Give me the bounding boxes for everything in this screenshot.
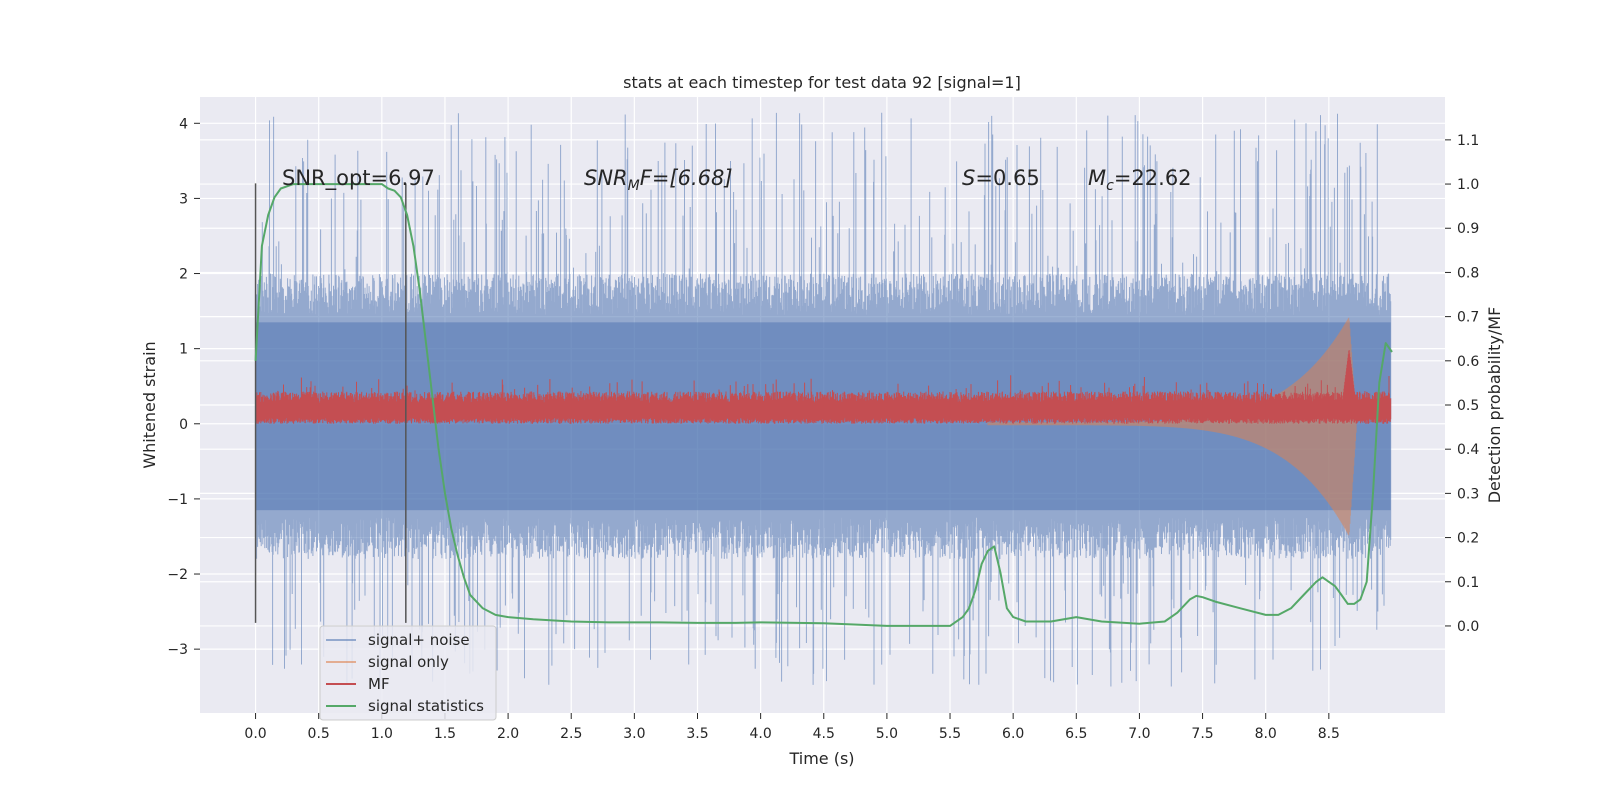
x-tick-label: 6.5	[1065, 726, 1087, 742]
x-tick-labels: 0.0 0.5 1.0 1.5 2.0 2.5 3.0 3.5 4.0 4.5 5.0 5.5 6.0 6…	[244, 713, 1340, 742]
y-tick-label-left: 1	[179, 342, 188, 358]
annotation-snr-mf: SNRMF=[6.68]	[584, 166, 733, 194]
x-axis-label: Time (s)	[788, 749, 854, 768]
x-tick-label: 4.5	[813, 726, 835, 742]
y-tick-label-left: −1	[167, 492, 188, 508]
y-tick-labels-right: 0.0 0.1 0.2 0.3 0.4 0.5 0.6 0.7 0.8 0.9 1.0 1.1	[1445, 133, 1479, 635]
y-tick-label-right: 0.9	[1457, 221, 1479, 237]
y-tick-label-right: 0.1	[1457, 575, 1479, 591]
signal-statistics-line	[254, 183, 1393, 627]
legend-box	[319, 625, 497, 721]
y-tick-label-right: 0.3	[1457, 486, 1479, 502]
y-tick-label-left: 0	[179, 417, 188, 433]
y-tick-label-right: 0.4	[1457, 442, 1479, 458]
x-tick-label: 7.0	[1128, 726, 1150, 742]
x-tick-label: 2.5	[560, 726, 582, 742]
legend: signal+ noise signal only MF signal stat…	[319, 625, 497, 721]
x-tick-label: 4.0	[749, 726, 771, 742]
x-tick-label: 1.0	[371, 726, 393, 742]
x-tick-label: 3.0	[623, 726, 645, 742]
y-tick-label-left: 2	[179, 267, 188, 283]
signal-only-trace	[987, 317, 1357, 536]
y-tick-label-right: 1.0	[1457, 177, 1479, 193]
legend-label-signal-noise: signal+ noise	[368, 631, 470, 649]
annotation-snr-opt: SNR_opt=6.97	[282, 166, 435, 191]
x-tick-label: 5.0	[876, 726, 898, 742]
y-tick-labels-left: −3 −2 −1 0 1 2 3 4	[167, 116, 200, 658]
y-tick-label-right: 0.7	[1457, 310, 1479, 326]
x-tick-label: 5.5	[939, 726, 961, 742]
y-tick-label-right: 0.0	[1457, 619, 1479, 635]
x-tick-label: 6.0	[1002, 726, 1024, 742]
annotation-s: S=0.65	[962, 166, 1040, 190]
legend-label-signal-only: signal only	[368, 653, 449, 671]
x-tick-label: 8.0	[1255, 726, 1277, 742]
x-tick-label: 0.0	[244, 726, 266, 742]
y-tick-label-right: 0.2	[1457, 531, 1479, 547]
chart-title: stats at each timestep for test data 92 …	[623, 73, 1021, 92]
y-tick-label-right: 0.8	[1457, 265, 1479, 281]
legend-label-signal-statistics: signal statistics	[368, 697, 484, 715]
y-tick-label-left: −3	[167, 642, 188, 658]
annotation-mc: Mc=22.62	[1088, 166, 1192, 194]
y-axis-label-left: Whitened strain	[140, 341, 159, 468]
y-tick-label-left: 3	[179, 191, 188, 207]
y-tick-label-right: 0.6	[1457, 354, 1479, 370]
series-signal-statistics	[254, 183, 1393, 627]
y-axis-label-right: Detection probability/MF	[1485, 307, 1504, 504]
y-tick-label-right: 1.1	[1457, 133, 1479, 149]
y-tick-label-right: 0.5	[1457, 398, 1479, 414]
x-tick-label: 7.5	[1191, 726, 1213, 742]
vertical-markers	[254, 183, 407, 623]
x-tick-label: 2.0	[497, 726, 519, 742]
x-tick-label: 3.5	[686, 726, 708, 742]
x-tick-label: 1.5	[434, 726, 456, 742]
y-tick-label-left: 4	[179, 116, 188, 132]
legend-label-mf: MF	[368, 675, 390, 693]
y-tick-label-left: −2	[167, 567, 188, 583]
x-tick-label: 0.5	[308, 726, 330, 742]
x-tick-label: 8.5	[1318, 726, 1340, 742]
series-signal-only	[987, 317, 1357, 536]
